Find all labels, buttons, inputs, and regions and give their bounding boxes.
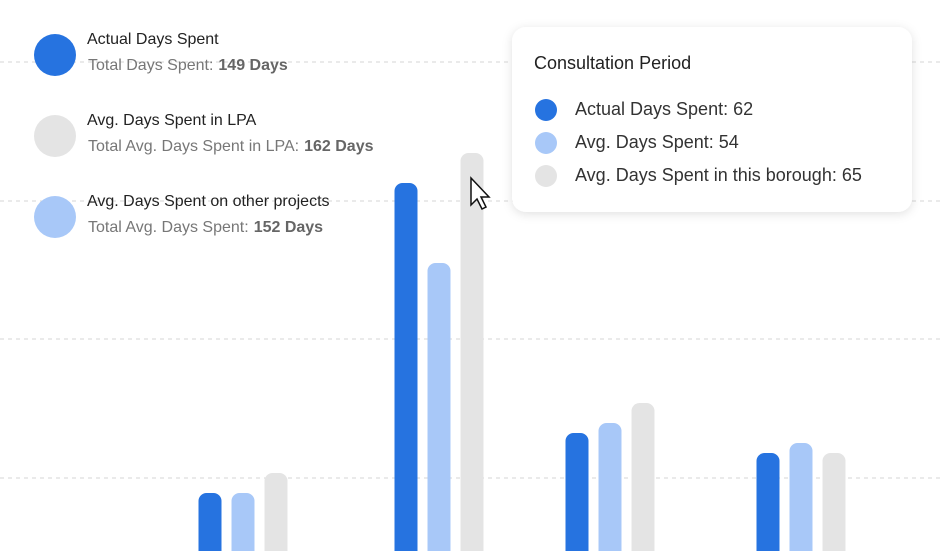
legend-swatch (34, 34, 76, 76)
bar (565, 433, 589, 551)
legend-total: Total Avg. Days Spent in LPA: 162 Days (88, 138, 374, 155)
legend-swatch (34, 115, 76, 157)
tooltip-value: 62 (733, 99, 753, 119)
legend-label: Actual Days Spent (87, 31, 219, 48)
bars (198, 153, 846, 551)
bar (231, 493, 255, 551)
legend-label: Avg. Days Spent in LPA (87, 112, 257, 129)
cursor (470, 176, 491, 211)
bar (198, 493, 222, 551)
legend-total-label: Total Avg. Days Spent in LPA: (88, 138, 299, 155)
legend-total: Total Avg. Days Spent: 152 Days (88, 219, 323, 236)
bar (756, 453, 780, 551)
tooltip-value: 54 (719, 132, 739, 152)
tooltip-item: Avg. Days Spent: 54 (575, 132, 739, 152)
legend: Actual Days Spent Total Days Spent: 149 Da… (34, 31, 374, 238)
tooltip-item: Avg. Days Spent in this borough: 65 (575, 165, 862, 185)
tooltip-title: Consultation Period (534, 53, 691, 73)
tooltip-swatch (535, 99, 557, 121)
tooltip-value: 65 (842, 165, 862, 185)
legend-total-label: Total Avg. Days Spent: (88, 219, 249, 236)
legend-total-label: Total Days Spent: (88, 57, 213, 74)
tooltip-swatch (535, 132, 557, 154)
tooltip-box (512, 27, 912, 212)
legend-total: Total Days Spent: 149 Days (88, 57, 288, 74)
tooltip-swatch (535, 165, 557, 187)
bar (789, 443, 813, 551)
legend-total-value: 149 Days (218, 57, 287, 74)
bar (427, 263, 451, 551)
legend-label: Avg. Days Spent on other projects (87, 193, 330, 210)
tooltip-label: Avg. Days Spent in this borough: (575, 165, 837, 185)
legend-total-value: 152 Days (254, 219, 323, 236)
tooltip-label: Actual Days Spent: (575, 99, 728, 119)
bar (598, 423, 622, 551)
bar (460, 153, 484, 551)
bar (822, 453, 846, 551)
tooltip-label: Avg. Days Spent: (575, 132, 714, 152)
legend-swatch (34, 196, 76, 238)
tooltip-item: Actual Days Spent: 62 (575, 99, 753, 119)
bar (394, 183, 418, 551)
legend-total-value: 162 Days (304, 138, 373, 155)
bar (631, 403, 655, 551)
bar (264, 473, 288, 551)
